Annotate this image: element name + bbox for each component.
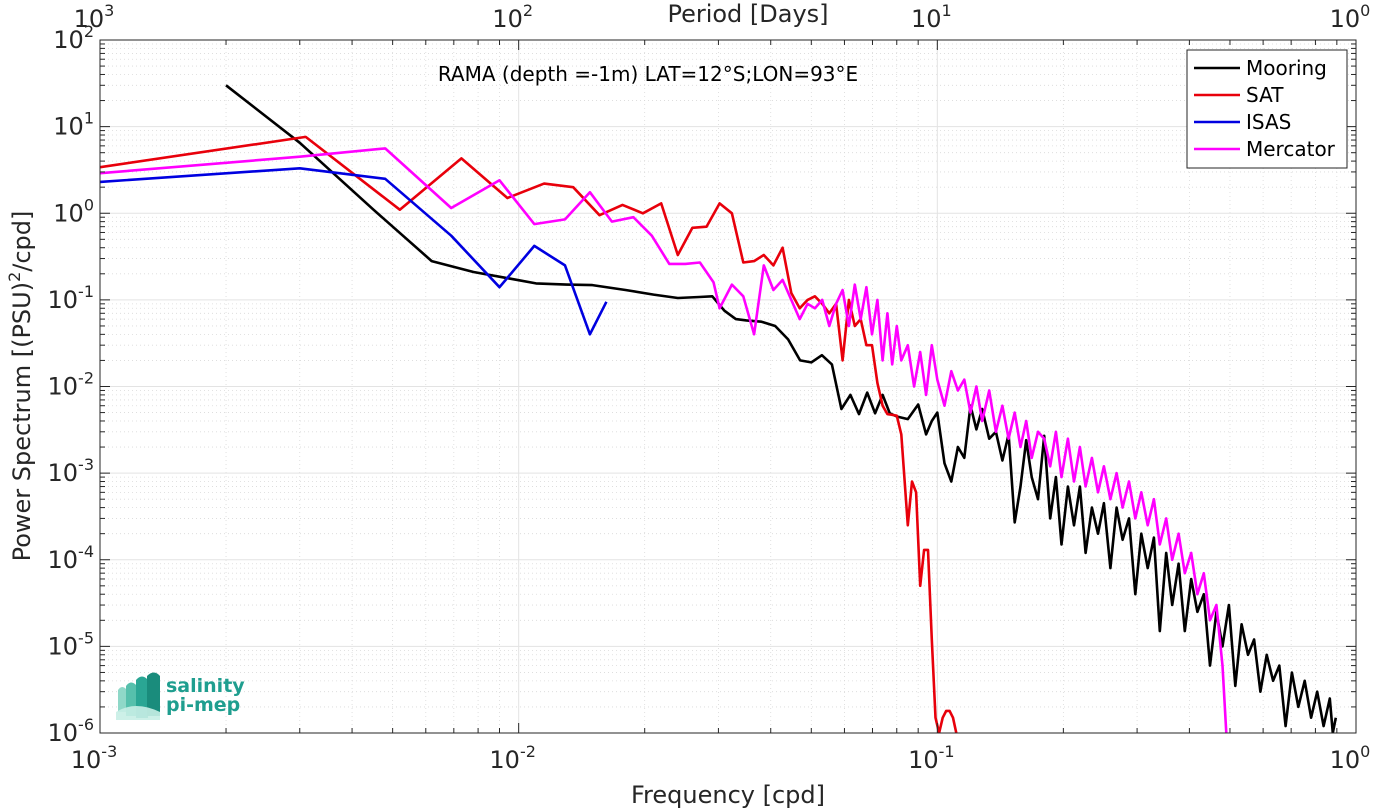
- legend-label-isas: ISAS: [1246, 110, 1291, 134]
- top-tick-label: 101: [911, 1, 952, 33]
- x-tick-label: 10-2: [489, 742, 536, 774]
- x-axis-label: Frequency [cpd]: [631, 781, 825, 809]
- series-lines: [100, 84, 1338, 733]
- y-axis-label: Power Spectrum [(PSU)2/cpd]: [5, 211, 36, 562]
- top-axis-label: Period [Days]: [667, 0, 828, 28]
- x-tick-label: 10-1: [908, 742, 955, 774]
- axis-ticks: [99, 39, 1357, 734]
- y-axis-label-suffix: /cpd]: [8, 211, 36, 272]
- legend: Mooring SAT ISAS Mercator: [1186, 49, 1348, 169]
- y-tick-label: 10-6: [48, 715, 95, 747]
- series-line-mercator: [100, 147, 1228, 733]
- x-tick-label: 10-3: [71, 742, 118, 774]
- top-tick-label: 103: [74, 1, 115, 33]
- y-tick-label: 101: [53, 109, 94, 141]
- y-tick-label: 10-5: [48, 628, 95, 660]
- y-tick-label: 102: [53, 22, 94, 54]
- top-tick-label: 100: [1330, 1, 1371, 33]
- minor-grid: [100, 40, 1356, 733]
- legend-label-sat: SAT: [1246, 83, 1284, 107]
- y-axis-label-sup: 2: [5, 272, 24, 282]
- y-tick-label: 10-1: [48, 282, 95, 314]
- y-tick-label: 10-2: [48, 369, 95, 401]
- legend-label-mercator: Mercator: [1246, 137, 1336, 161]
- y-tick-label: 10-3: [48, 455, 95, 487]
- salinity-pi-mep-logo: salinity pi-mep: [116, 672, 245, 720]
- y-tick-label: 10-4: [48, 542, 95, 574]
- series-line-isas: [100, 167, 608, 336]
- y-axis-label-prefix: Power Spectrum [(PSU): [8, 282, 36, 561]
- y-tick-label: 100: [53, 195, 94, 227]
- series-line-mooring: [225, 84, 1338, 733]
- logo-line-2: pi-mep: [166, 694, 240, 716]
- x-tick-label: 100: [1330, 742, 1371, 774]
- series-line-sat: [100, 135, 958, 733]
- top-tick-label: 102: [492, 1, 533, 33]
- legend-label-mooring: Mooring: [1246, 56, 1327, 80]
- annotation-text: RAMA (depth =-1m) LAT=12°S;LON=93°E: [438, 62, 858, 86]
- logo-mark-icon: [116, 672, 160, 720]
- logo-line-1: salinity: [166, 675, 245, 697]
